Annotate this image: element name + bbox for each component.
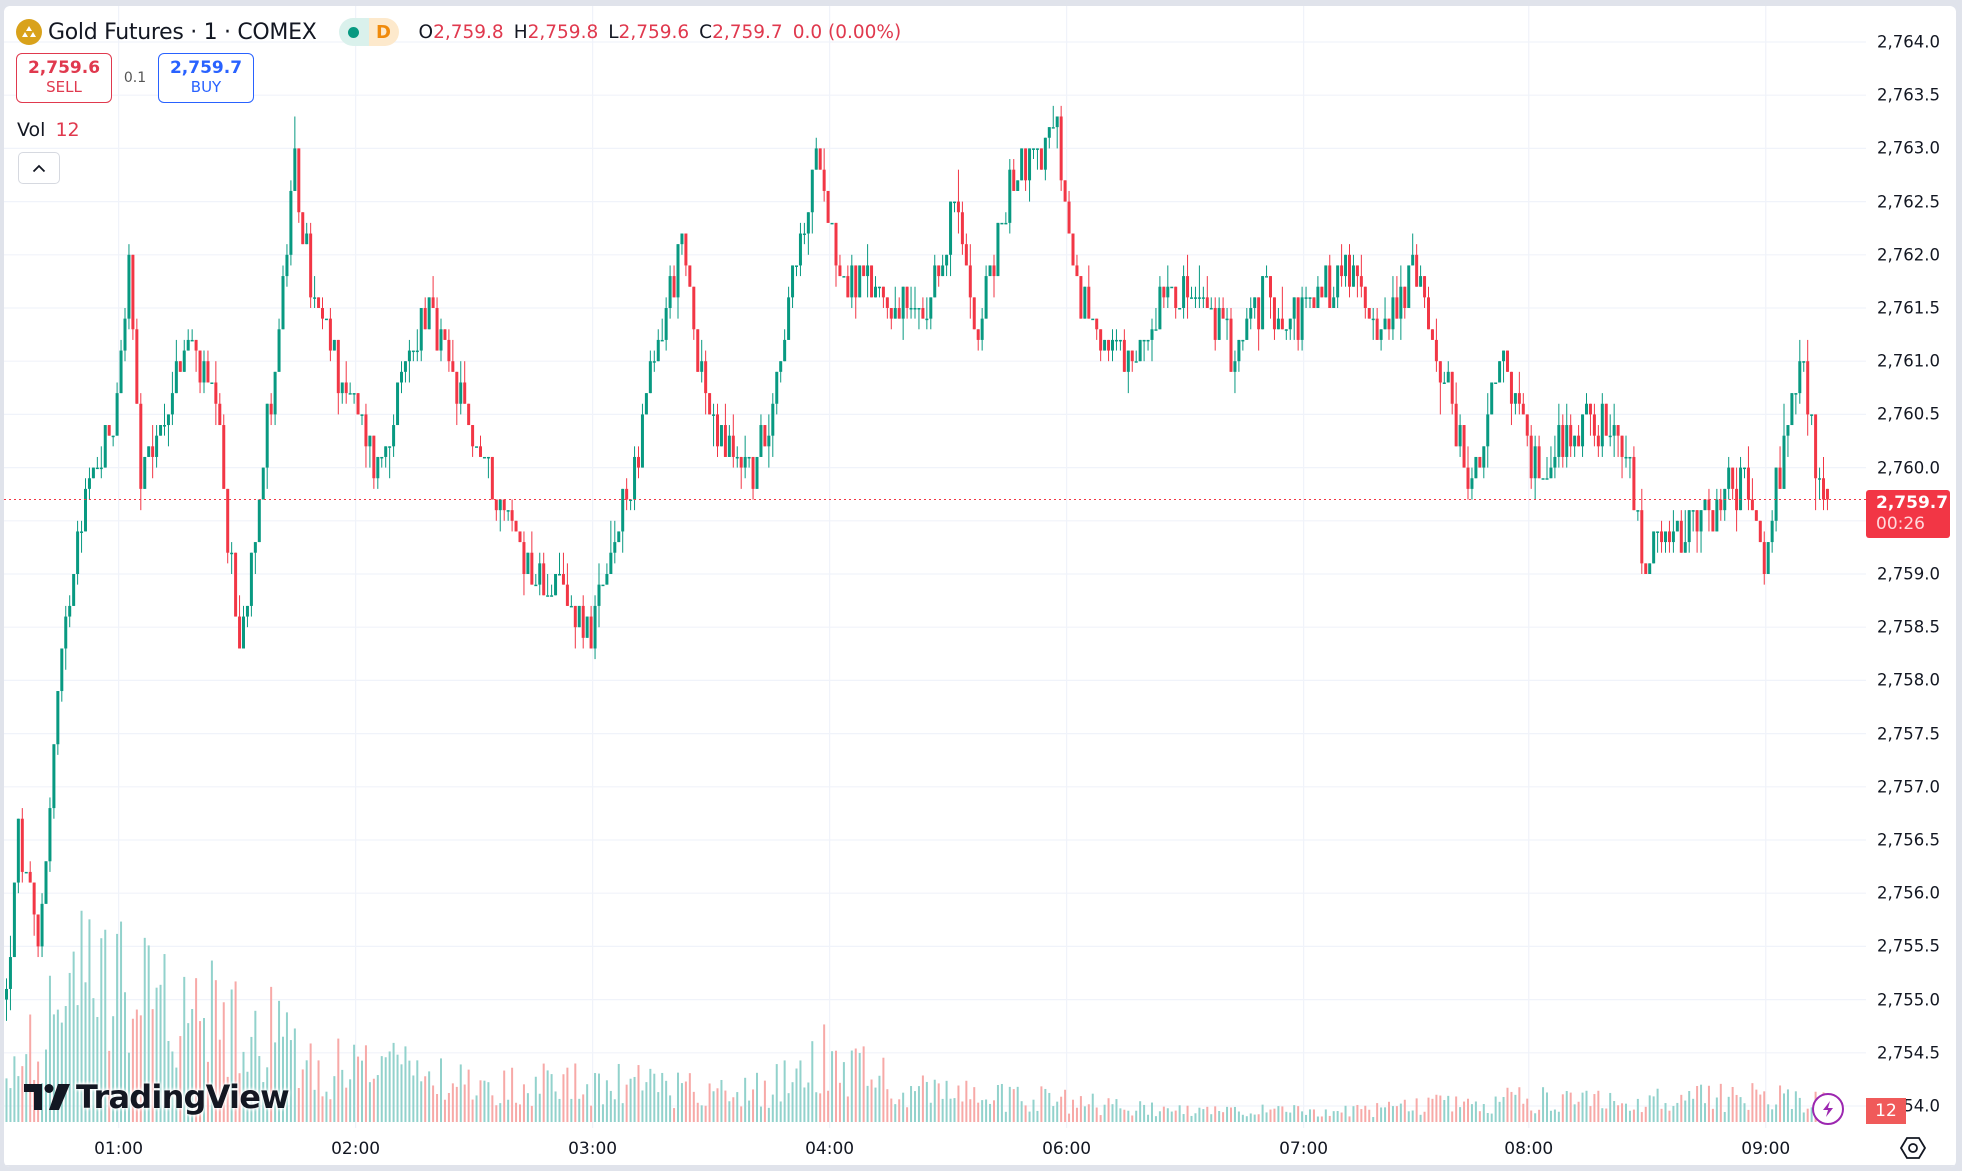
ohlc-open: O2,759.8 [418,21,504,43]
tradingview-watermark: TradingView [24,1078,290,1116]
volume-bars [5,910,1829,1122]
price-axis-label: 2,760.5 [1877,404,1940,424]
bar-countdown: 00:26 [1876,513,1925,534]
chart-settings-button[interactable] [1899,1136,1927,1164]
price-axis-label: 2,757.5 [1877,724,1940,744]
collapse-legend-button[interactable] [18,152,60,184]
price-axis-label: 2,761.0 [1877,351,1940,371]
last-price-value: 2,759.7 [1876,492,1949,513]
price-chart-canvas[interactable] [4,6,1956,1167]
symbol-legend: Gold Futures · 1 · COMEX D O2,759.8 H2,7… [16,18,901,46]
gold-coin-icon [16,19,42,45]
time-axis-label: 03:00 [568,1139,618,1159]
watermark-text: TradingView [76,1078,290,1116]
price-axis-label: 2,755.5 [1877,936,1940,956]
price-axis-label: 2,763.0 [1877,138,1940,158]
ohlc-high: H2,759.8 [513,21,599,43]
hexagon-settings-icon [1899,1137,1927,1159]
price-axis-label: 2,756.0 [1877,883,1940,903]
price-axis-label: 54.0 [1903,1096,1940,1116]
time-axis-label: 04:00 [805,1139,855,1159]
price-axis[interactable]: 2,764.0 2,763.5 2,763.0 2,762.5 2,762.0 2,761… [4,6,1956,1167]
price-axis-label: 2,764.0 [1877,32,1940,52]
time-axis-label: 06:00 [1042,1139,1092,1159]
chevron-up-icon [32,164,46,172]
trade-buttons: 2,759.6 SELL 0.1 2,759.7 BUY [16,53,254,103]
sell-label: SELL [46,78,82,96]
volume-label: Vol [17,119,46,141]
buy-label: BUY [190,78,222,96]
spread-value: 0.1 [123,70,147,86]
grid-lines [4,6,1956,1167]
sell-button[interactable]: 2,759.6 SELL [16,53,112,103]
volume-axis-badge: 12 [1866,1098,1906,1124]
time-axis-label: 08:00 [1504,1139,1554,1159]
price-axis-label: 2,759.0 [1877,564,1940,584]
price-axis-label: 2,760.0 [1877,458,1940,478]
buy-button[interactable]: 2,759.7 BUY [158,53,254,103]
price-axis-label: 2,756.5 [1877,830,1940,850]
symbol-title[interactable]: Gold Futures · 1 · COMEX [48,19,317,45]
candlesticks [5,105,1829,1021]
ohlc-values: O2,759.8 H2,759.8 L2,759.6 C2,759.7 0.0 … [419,22,902,43]
price-axis-label: 2,762.5 [1877,192,1940,212]
price-axis-label: 2,754.5 [1877,1043,1940,1063]
sell-price: 2,759.6 [27,58,101,78]
ohlc-close: C2,759.7 [699,21,783,43]
delayed-data-badge: D [368,18,399,46]
time-axis-label: 09:00 [1741,1139,1791,1159]
buy-price: 2,759.7 [169,58,243,78]
market-open-icon [338,18,369,46]
ohlc-change: 0.0 (0.00%) [792,21,902,43]
time-axis-label: 02:00 [331,1139,381,1159]
last-price-label: 2,759.7 00:26 [1866,489,1950,538]
price-axis-label: 2,758.0 [1877,670,1940,690]
lightning-icon [1823,1101,1833,1117]
tradingview-logo-icon [24,1084,70,1110]
ohlc-low: L2,759.6 [608,21,690,43]
volume-value: 12 [55,119,80,141]
chart-container[interactable]: Gold Futures · 1 · COMEX D O2,759.8 H2,7… [4,6,1956,1167]
time-axis-label: 01:00 [94,1139,144,1159]
price-axis-label: 2,762.0 [1877,245,1940,265]
market-status-pill[interactable]: D [338,18,399,46]
volume-legend[interactable]: Vol 12 [17,119,80,141]
price-axis-label: 2,761.5 [1877,298,1940,318]
price-axis-label: 2,757.0 [1877,777,1940,797]
price-axis-label: 2,758.5 [1877,617,1940,637]
time-axis-label: 07:00 [1279,1139,1329,1159]
price-axis-label: 2,755.0 [1877,990,1940,1010]
price-axis-label: 2,763.5 [1877,85,1940,105]
lightning-button[interactable] [1812,1093,1844,1125]
